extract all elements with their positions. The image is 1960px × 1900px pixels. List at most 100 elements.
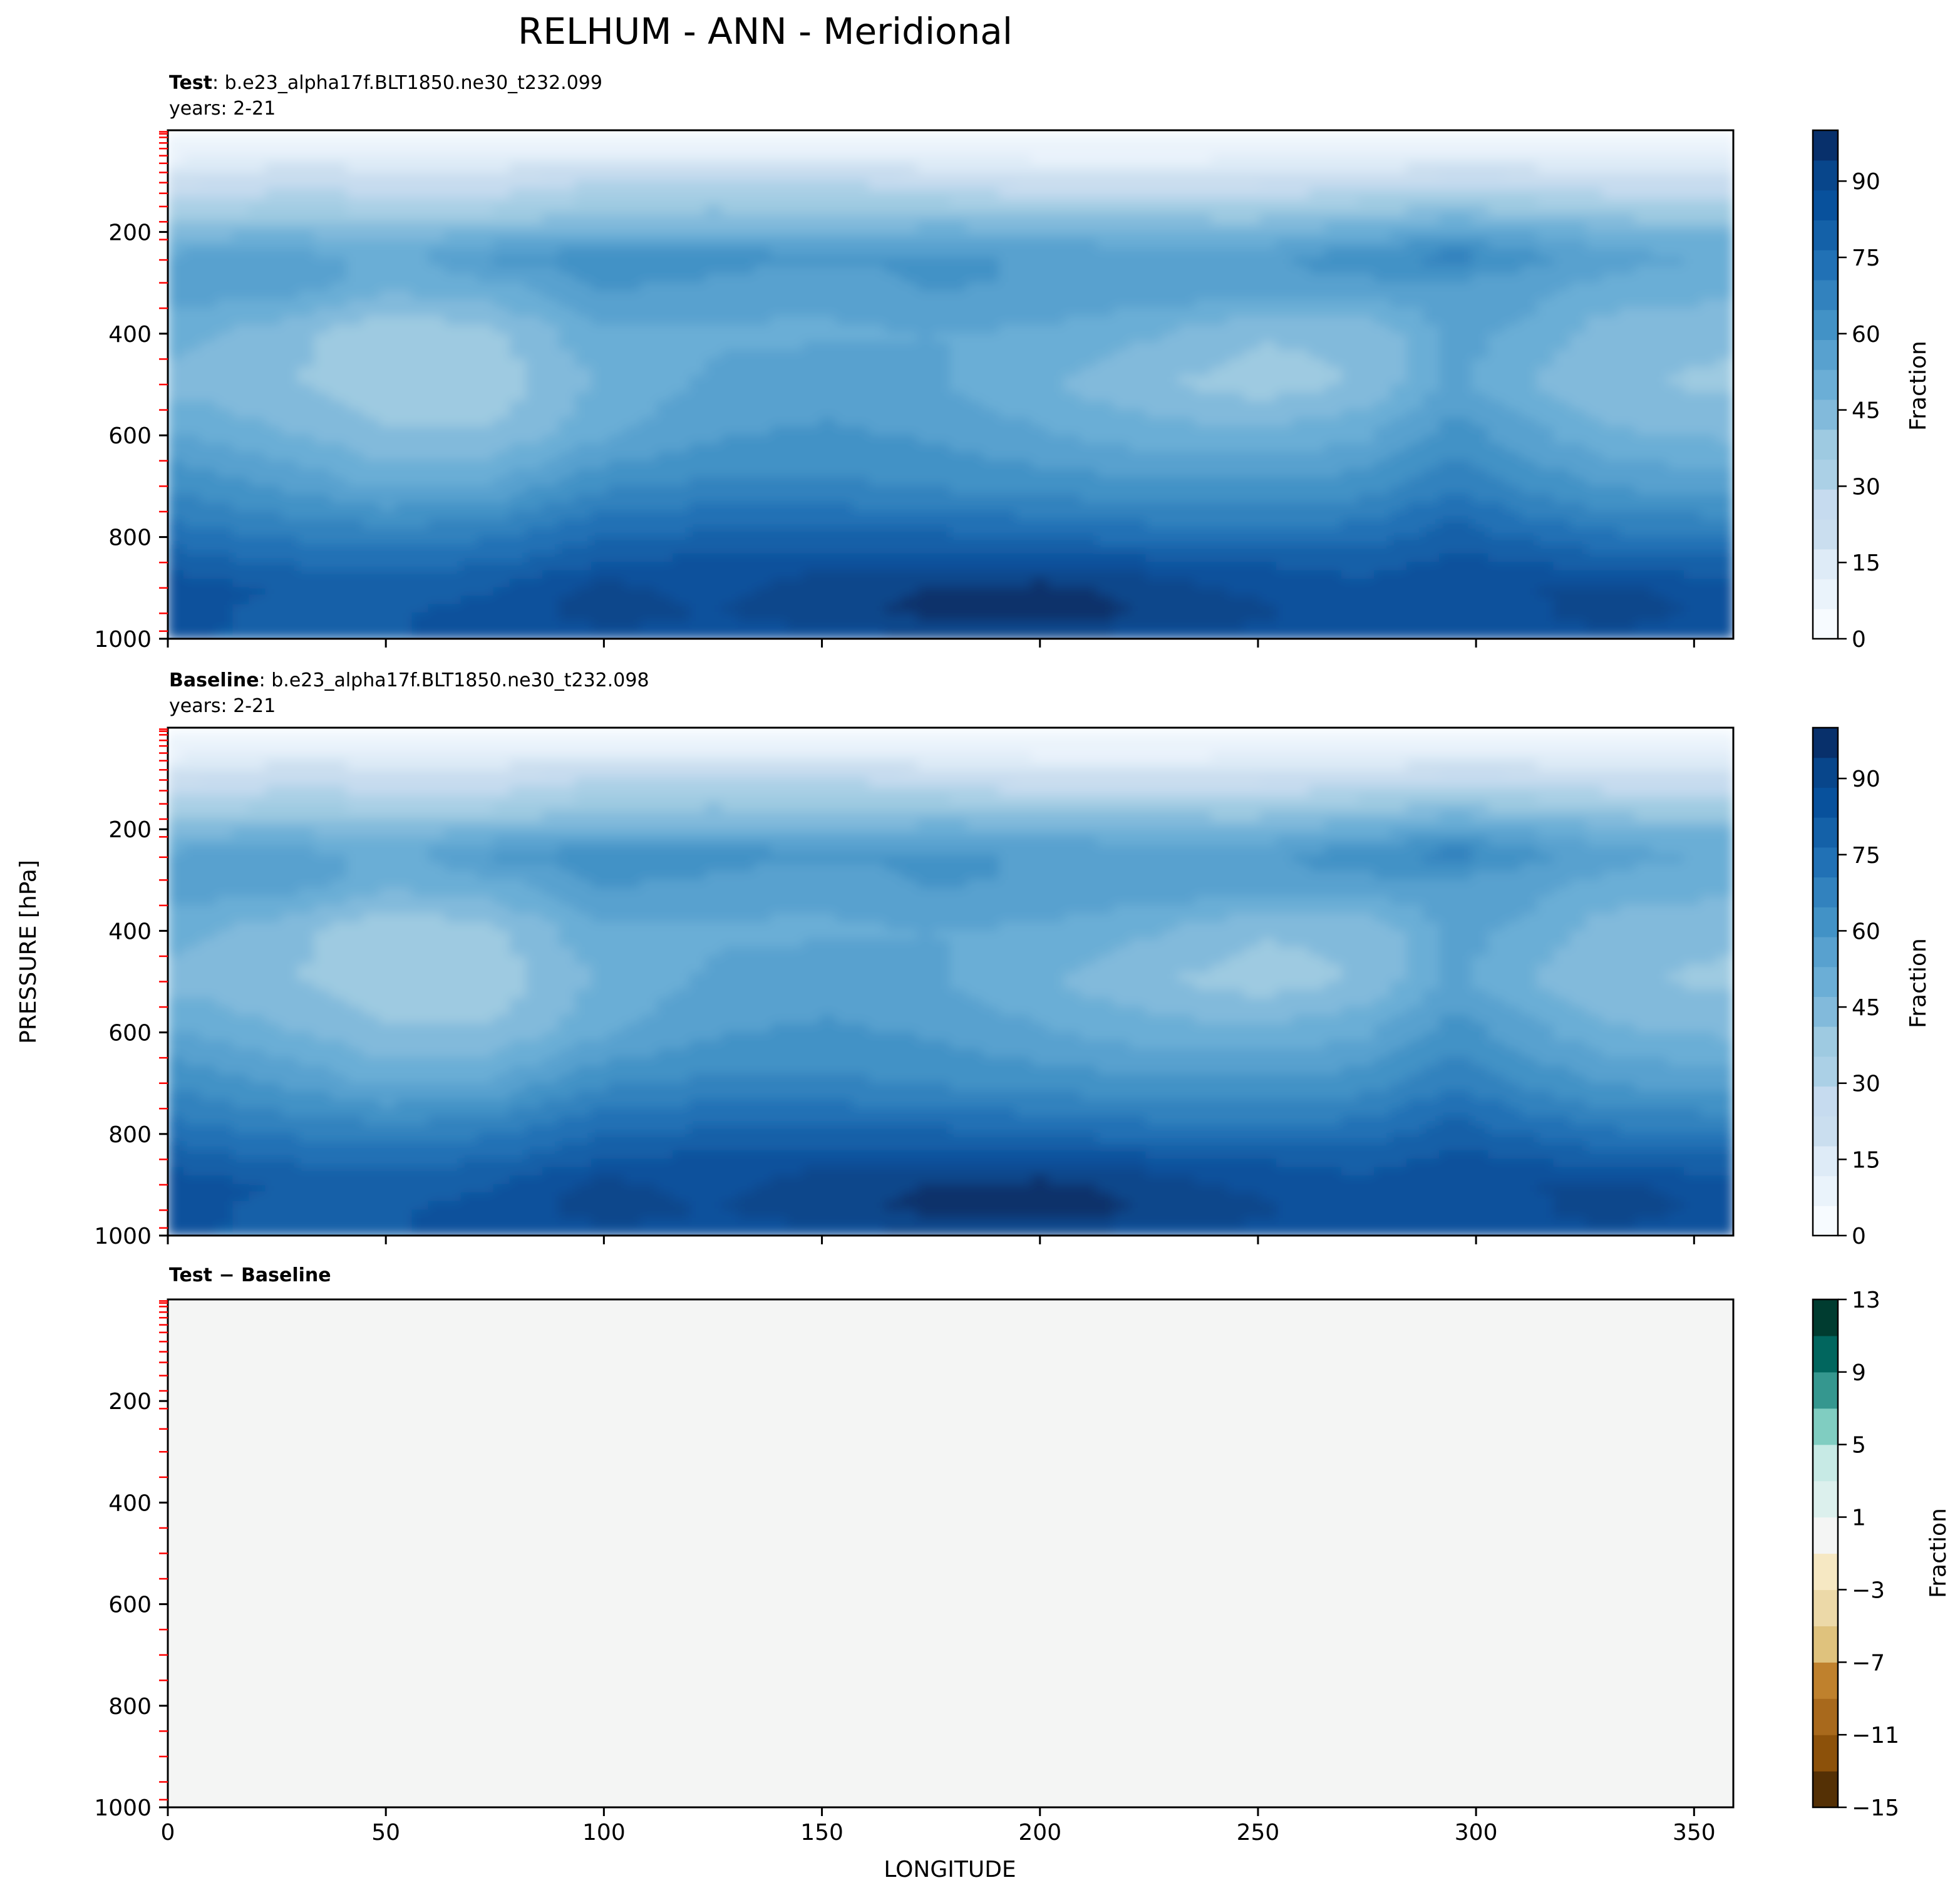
contour-cell — [477, 130, 495, 140]
contour-cell — [1096, 443, 1115, 453]
contour-cell — [346, 493, 364, 504]
contour-cell — [1210, 214, 1229, 224]
contour-cell — [1064, 291, 1082, 301]
contour-cell — [983, 426, 1001, 436]
contour-cell — [1374, 366, 1392, 377]
contour-cell — [705, 562, 723, 572]
contour-cell — [1358, 248, 1375, 258]
contour-cell — [1423, 452, 1441, 462]
contour-cell — [787, 562, 805, 572]
contour-cell — [868, 502, 886, 512]
contour-cell — [395, 265, 413, 275]
contour-cell — [1227, 324, 1245, 334]
contour-cell — [1569, 138, 1587, 148]
contour-cell — [770, 188, 788, 199]
contour-cell — [1618, 155, 1636, 165]
contour-cell — [1129, 291, 1147, 301]
contour-cell — [1080, 138, 1098, 148]
contour-cell — [411, 231, 430, 241]
contour-cell — [493, 452, 511, 462]
contour-cell — [999, 477, 1017, 487]
contour-cell — [1341, 291, 1359, 301]
contour-cell — [1178, 291, 1196, 301]
contour-cell — [999, 426, 1017, 436]
contour-cell — [314, 248, 332, 258]
contour-cell — [216, 418, 234, 428]
contour-cell — [1553, 138, 1571, 148]
contour-cell — [852, 460, 870, 470]
contour-cell — [493, 163, 511, 173]
contour-cell — [983, 231, 1001, 241]
contour-cell — [1227, 282, 1245, 292]
contour-cell — [770, 409, 788, 420]
contour-cell — [1455, 528, 1473, 538]
contour-cell — [917, 197, 935, 207]
contour-cell — [232, 401, 250, 411]
contour-cell — [460, 384, 478, 394]
contour-cell — [1472, 180, 1490, 190]
contour-cell — [1683, 401, 1701, 411]
contour-cell — [1569, 562, 1587, 572]
contour-cell — [1423, 205, 1441, 216]
contour-cell — [428, 316, 446, 326]
contour-cell — [1325, 197, 1343, 207]
contour-cell — [525, 452, 544, 462]
contour-cell — [1080, 155, 1098, 165]
contour-cell — [1520, 299, 1539, 309]
contour-cell — [721, 248, 740, 258]
contour-cell — [787, 366, 805, 377]
contour-cell — [346, 426, 364, 436]
contour-cell — [1227, 528, 1245, 538]
contour-cell — [265, 502, 283, 512]
contour-cell — [1162, 349, 1180, 360]
contour-cell — [1064, 493, 1082, 504]
contour-cell — [1064, 205, 1082, 216]
contour-cell — [754, 231, 772, 241]
contour-cell — [705, 155, 723, 165]
contour-cell — [705, 163, 723, 173]
contour-cell — [607, 316, 626, 326]
contour-cell — [591, 163, 609, 173]
contour-cell — [1716, 282, 1733, 292]
contour-cell — [673, 519, 691, 529]
contour-cell — [216, 231, 234, 241]
contour-cell — [1341, 384, 1359, 394]
contour-cell — [265, 519, 283, 529]
contour-cell — [1358, 239, 1375, 250]
contour-cell — [1618, 265, 1636, 275]
contour-cell — [966, 316, 984, 326]
contour-cell — [1210, 130, 1229, 140]
contour-cell — [1276, 401, 1294, 411]
contour-cell — [265, 553, 283, 564]
contour-cell — [460, 180, 478, 190]
contour-cell — [1602, 536, 1620, 547]
contour-cell — [1113, 138, 1131, 148]
contour-cell — [281, 426, 299, 436]
contour-cell — [346, 197, 364, 207]
contour-cell — [934, 409, 951, 420]
contour-cell — [1096, 172, 1115, 182]
contour-cell — [428, 299, 446, 309]
contour-cell — [216, 452, 234, 462]
contour-cell — [900, 172, 919, 182]
contour-cell — [232, 324, 250, 334]
contour-cell — [705, 485, 723, 495]
contour-cell — [689, 528, 707, 538]
contour-cell — [1406, 172, 1425, 182]
contour-cell — [656, 493, 674, 504]
contour-cell — [297, 163, 316, 173]
contour-cell — [1048, 257, 1066, 267]
contour-cell — [950, 274, 967, 284]
contour-cell — [363, 257, 381, 267]
contour-cell — [1096, 205, 1115, 216]
contour-cell — [819, 443, 837, 453]
contour-cell — [1651, 477, 1669, 487]
contour-cell — [1358, 163, 1375, 173]
contour-cell — [1358, 418, 1375, 428]
contour-cell — [738, 291, 756, 301]
contour-cell — [607, 163, 626, 173]
contour-cell — [216, 222, 234, 233]
contour-cell — [1472, 485, 1490, 495]
contour-cell — [1553, 485, 1571, 495]
contour-cell — [1520, 265, 1539, 275]
